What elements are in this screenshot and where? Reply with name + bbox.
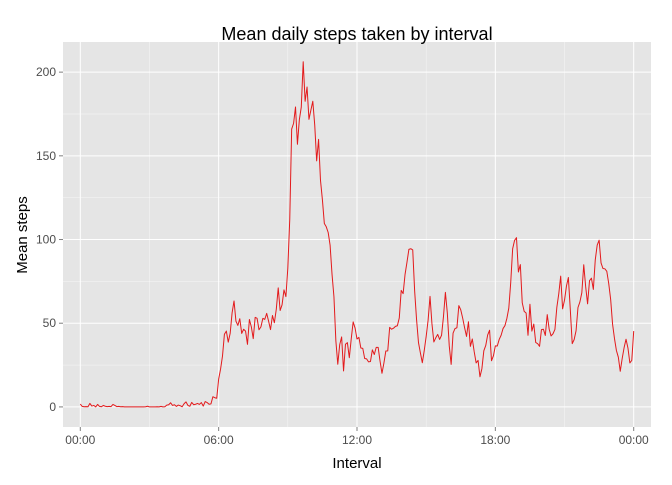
y-tick-label: 200 <box>36 65 56 79</box>
x-tick-label: 00:00 <box>619 433 649 447</box>
x-tick-label: 18:00 <box>480 433 510 447</box>
y-axis-title: Mean steps <box>14 196 31 274</box>
y-tick-label: 100 <box>36 233 56 247</box>
x-tick-label: 00:00 <box>65 433 95 447</box>
x-tick-label: 12:00 <box>342 433 372 447</box>
x-axis-title: Interval <box>332 455 381 472</box>
major-gridlines <box>63 42 651 427</box>
y-axis-ticks: 0 50 100 150 200 <box>36 65 63 414</box>
y-tick-label: 50 <box>43 316 57 330</box>
x-axis-ticks: 00:00 06:00 12:00 18:00 00:00 <box>65 427 649 447</box>
x-tick-label: 06:00 <box>204 433 234 447</box>
y-tick-label: 0 <box>49 400 56 414</box>
chart-title: Mean daily steps taken by interval <box>221 24 492 44</box>
y-tick-label: 150 <box>36 149 56 163</box>
series-line-mean-steps <box>79 61 635 408</box>
